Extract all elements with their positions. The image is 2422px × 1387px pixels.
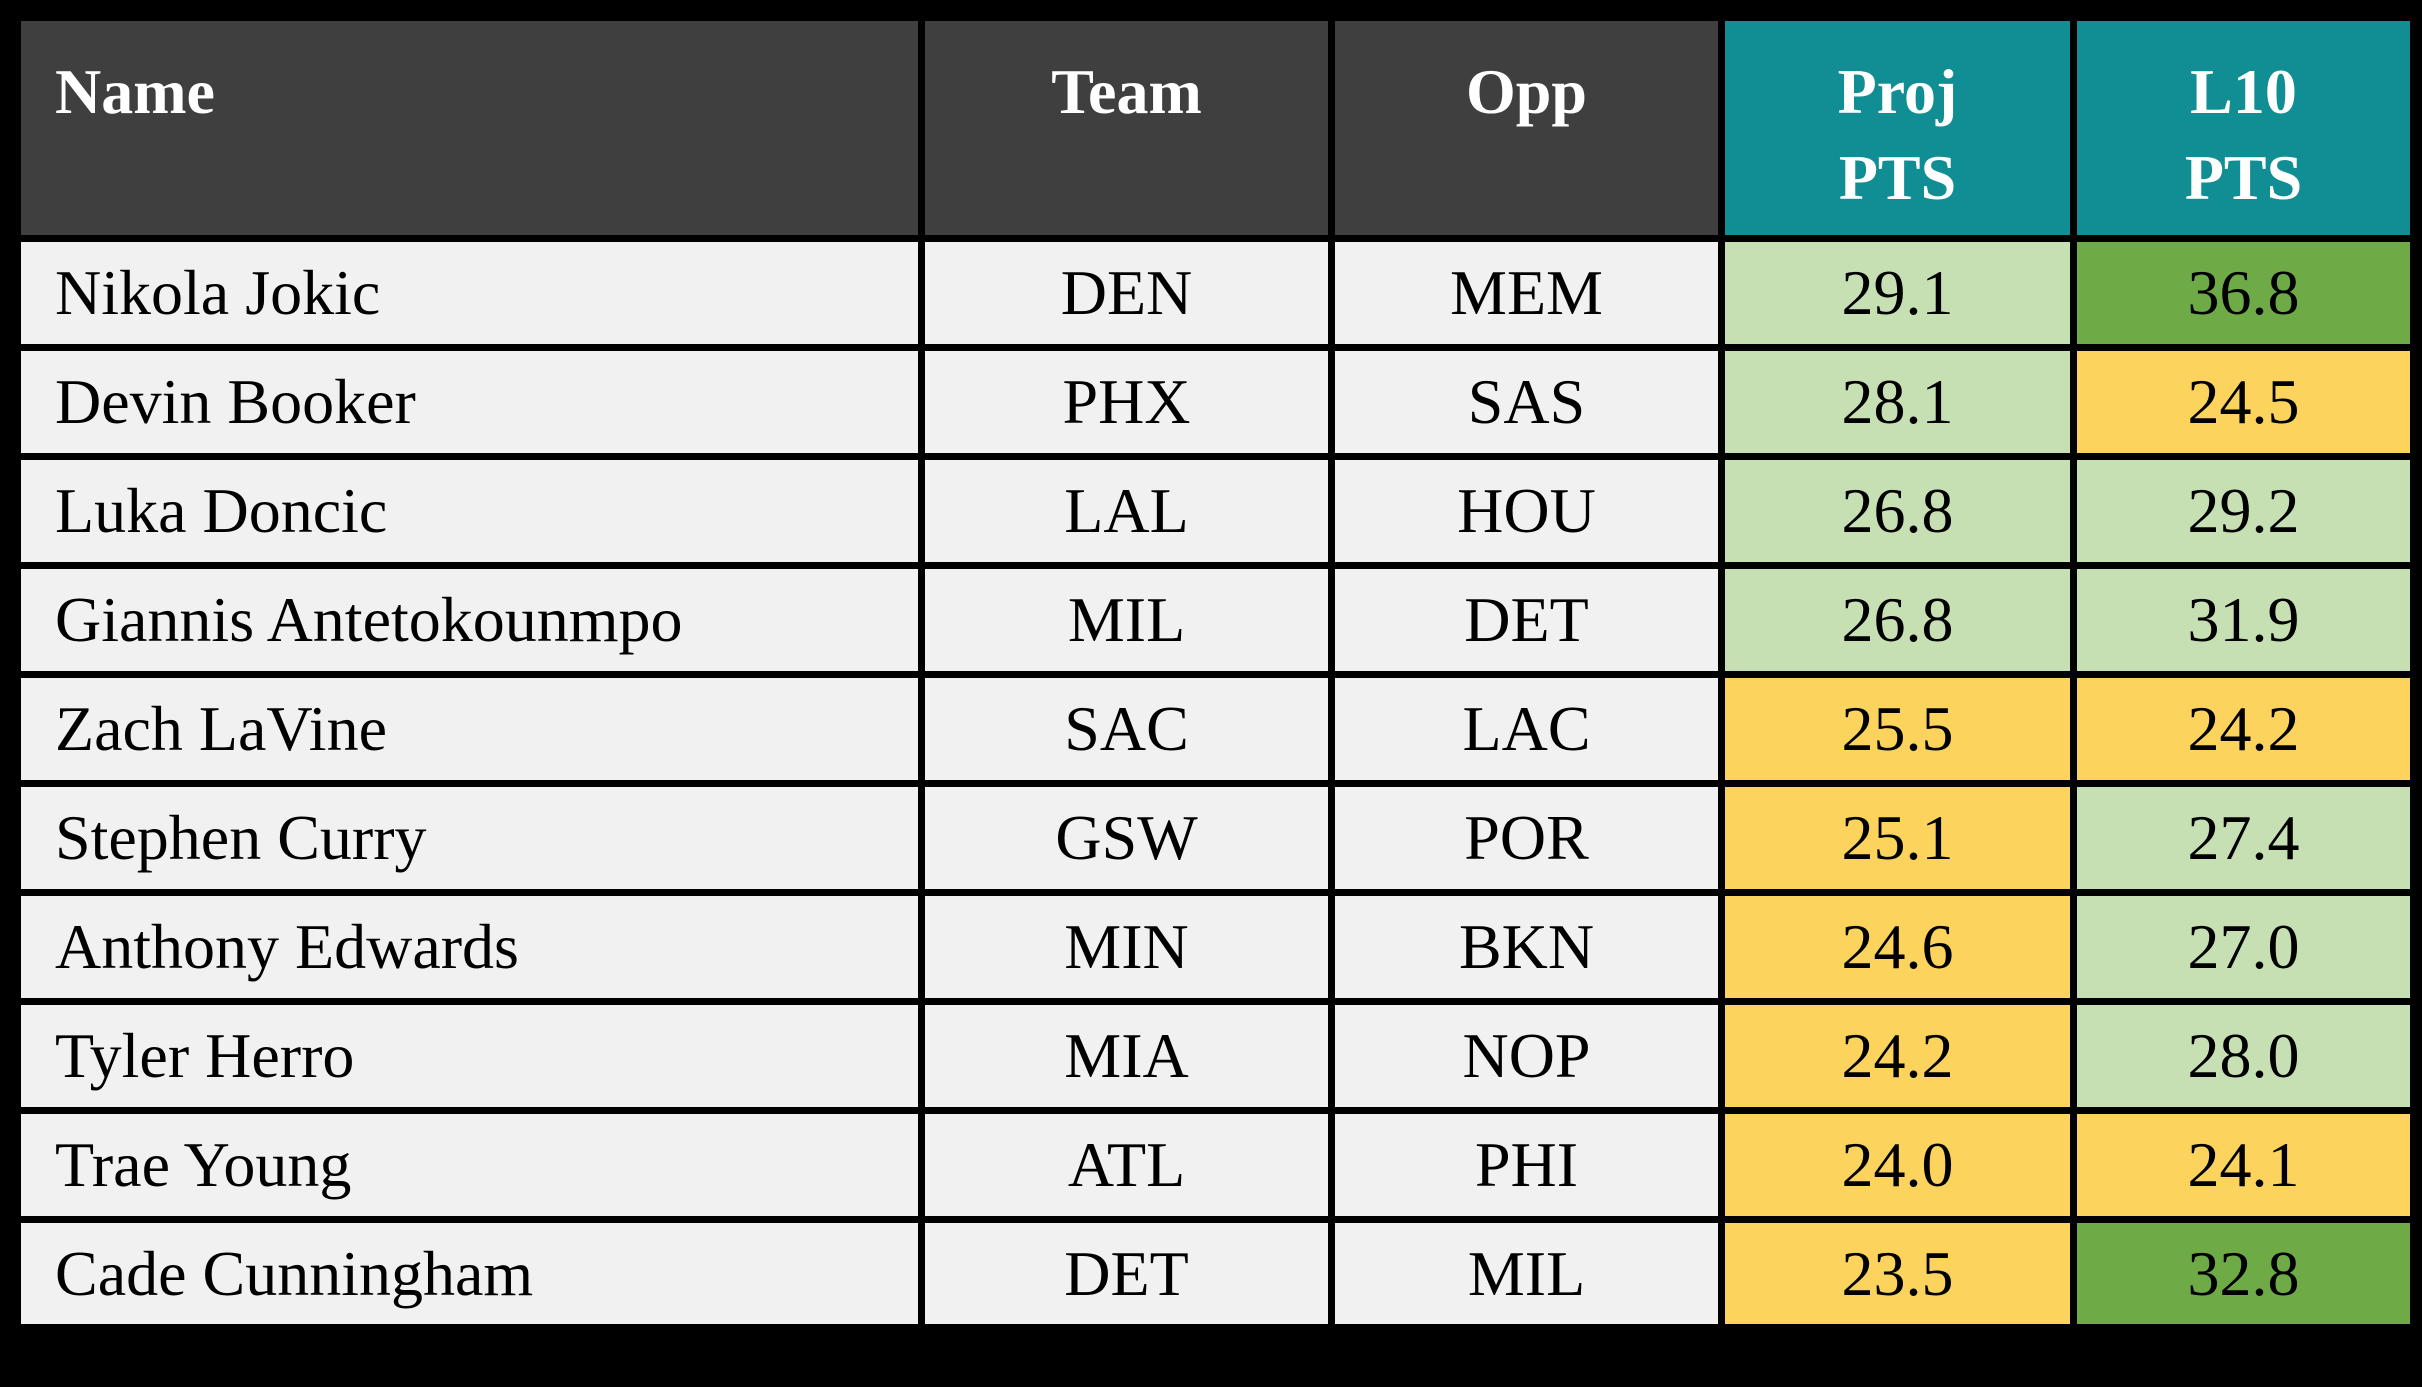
- l10-pts-cell: 27.4: [2070, 780, 2418, 896]
- table-row: Luka Doncic LAL HOU 26.8 29.2: [13, 453, 2418, 569]
- proj-pts-cell: 25.1: [1718, 780, 2077, 896]
- table-row: Anthony Edwards MIN BKN 24.6 27.0: [13, 889, 2418, 1005]
- table-row: Tyler Herro MIA NOP 24.2 28.0: [13, 998, 2418, 1114]
- opp-cell: LAC: [1328, 671, 1725, 787]
- column-header-name: Name: [13, 13, 925, 242]
- proj-pts-cell: 23.5: [1718, 1216, 2077, 1332]
- player-name-cell: Stephen Curry: [13, 780, 925, 896]
- l10-pts-cell: 28.0: [2070, 998, 2418, 1114]
- table-row: Cade Cunningham DET MIL 23.5 32.8: [13, 1216, 2418, 1332]
- l10-pts-cell: 36.8: [2070, 235, 2418, 351]
- projections-table: Name Team Opp Proj PTS L10 PTS Nikola Jo…: [12, 12, 2419, 1333]
- team-cell: DEN: [918, 235, 1335, 351]
- player-name-cell: Devin Booker: [13, 344, 925, 460]
- column-header-team: Team: [918, 13, 1335, 242]
- proj-pts-cell: 24.0: [1718, 1107, 2077, 1223]
- player-name-cell: Cade Cunningham: [13, 1216, 925, 1332]
- proj-pts-cell: 28.1: [1718, 344, 2077, 460]
- team-cell: MIA: [918, 998, 1335, 1114]
- team-cell: MIN: [918, 889, 1335, 1005]
- column-header-proj-pts: Proj PTS: [1718, 13, 2077, 242]
- l10-pts-cell: 32.8: [2070, 1216, 2418, 1332]
- player-name-cell: Tyler Herro: [13, 998, 925, 1114]
- opp-cell: BKN: [1328, 889, 1725, 1005]
- opp-cell: SAS: [1328, 344, 1725, 460]
- table-row: Nikola Jokic DEN MEM 29.1 36.8: [13, 235, 2418, 351]
- l10-pts-cell: 24.5: [2070, 344, 2418, 460]
- player-name-cell: Nikola Jokic: [13, 235, 925, 351]
- proj-pts-cell: 24.6: [1718, 889, 2077, 1005]
- player-name-cell: Trae Young: [13, 1107, 925, 1223]
- table-row: Devin Booker PHX SAS 28.1 24.5: [13, 344, 2418, 460]
- l10-pts-cell: 31.9: [2070, 562, 2418, 678]
- player-name-cell: Anthony Edwards: [13, 889, 925, 1005]
- column-header-l10-pts: L10 PTS: [2070, 13, 2418, 242]
- table-row: Zach LaVine SAC LAC 25.5 24.2: [13, 671, 2418, 787]
- proj-pts-cell: 29.1: [1718, 235, 2077, 351]
- opp-cell: DET: [1328, 562, 1725, 678]
- player-name-cell: Giannis Antetokounmpo: [13, 562, 925, 678]
- l10-pts-cell: 29.2: [2070, 453, 2418, 569]
- opp-cell: NOP: [1328, 998, 1725, 1114]
- l10-pts-cell: 24.2: [2070, 671, 2418, 787]
- opp-cell: POR: [1328, 780, 1725, 896]
- player-name-cell: Luka Doncic: [13, 453, 925, 569]
- team-cell: PHX: [918, 344, 1335, 460]
- team-cell: ATL: [918, 1107, 1335, 1223]
- opp-cell: PHI: [1328, 1107, 1725, 1223]
- column-header-opp: Opp: [1328, 13, 1725, 242]
- team-cell: MIL: [918, 562, 1335, 678]
- l10-pts-cell: 27.0: [2070, 889, 2418, 1005]
- header-row: Name Team Opp Proj PTS L10 PTS: [13, 13, 2418, 242]
- proj-pts-cell: 24.2: [1718, 998, 2077, 1114]
- proj-pts-cell: 26.8: [1718, 453, 2077, 569]
- proj-pts-cell: 25.5: [1718, 671, 2077, 787]
- table-body: Nikola Jokic DEN MEM 29.1 36.8 Devin Boo…: [13, 235, 2418, 1332]
- l10-pts-cell: 24.1: [2070, 1107, 2418, 1223]
- table-row: Trae Young ATL PHI 24.0 24.1: [13, 1107, 2418, 1223]
- team-cell: GSW: [918, 780, 1335, 896]
- team-cell: SAC: [918, 671, 1335, 787]
- table-row: Giannis Antetokounmpo MIL DET 26.8 31.9: [13, 562, 2418, 678]
- opp-cell: HOU: [1328, 453, 1725, 569]
- team-cell: LAL: [918, 453, 1335, 569]
- opp-cell: MIL: [1328, 1216, 1725, 1332]
- player-name-cell: Zach LaVine: [13, 671, 925, 787]
- table-header: Name Team Opp Proj PTS L10 PTS: [13, 13, 2418, 242]
- table-row: Stephen Curry GSW POR 25.1 27.4: [13, 780, 2418, 896]
- proj-pts-cell: 26.8: [1718, 562, 2077, 678]
- team-cell: DET: [918, 1216, 1335, 1332]
- opp-cell: MEM: [1328, 235, 1725, 351]
